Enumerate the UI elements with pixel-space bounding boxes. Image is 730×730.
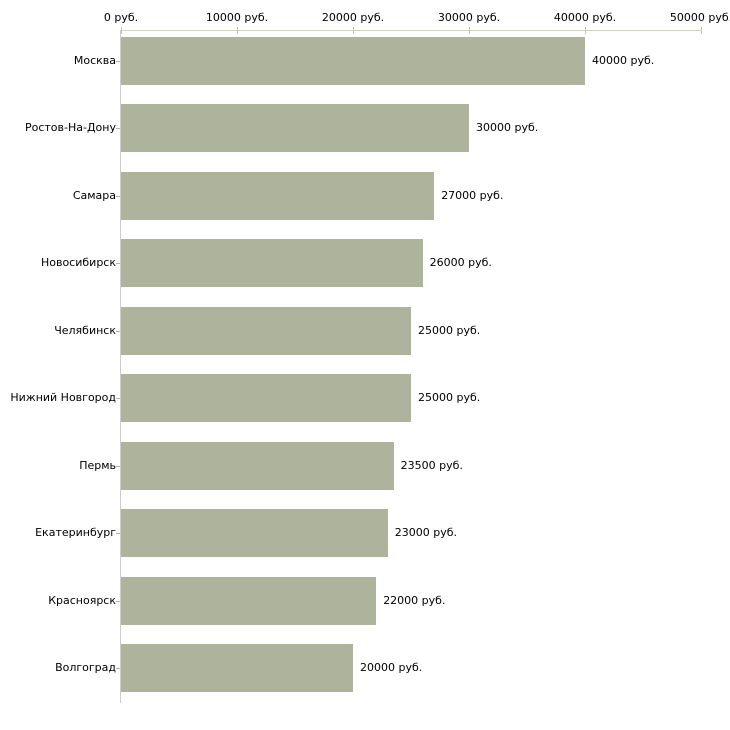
bar (121, 509, 388, 557)
value-label: 40000 руб. (592, 53, 655, 67)
value-label: 25000 руб. (418, 323, 481, 337)
value-label: 22000 руб. (383, 593, 446, 607)
category-label: Челябинск (54, 323, 116, 337)
category-label: Екатеринбург (35, 526, 116, 539)
value-label: 23000 руб. (394, 526, 458, 539)
value-label: 26000 руб. (429, 256, 492, 269)
bar (121, 306, 411, 355)
category-label: Новосибирск (40, 256, 116, 269)
bar (121, 374, 411, 422)
x-tick-label: 30000 руб. (437, 11, 501, 24)
category-label: Нижний Новгород (10, 391, 116, 404)
x-tick-label: 50000 руб. (669, 11, 730, 24)
y-tick-mark (116, 600, 120, 602)
x-tick-label: 20000 руб. (321, 11, 385, 24)
bar (121, 576, 377, 625)
y-tick-mark (116, 195, 120, 197)
y-axis-line (120, 30, 121, 703)
y-tick-mark (116, 263, 120, 264)
category-label: Москва (73, 53, 116, 67)
x-tick-label: 40000 руб. (553, 11, 617, 24)
bar (121, 171, 435, 220)
bar (121, 239, 423, 287)
y-tick-mark (116, 60, 120, 62)
bar (121, 36, 585, 85)
x-tick-label: 10000 руб. (205, 11, 269, 24)
x-tick-label: 0 руб. (103, 11, 139, 24)
value-label: 27000 руб. (441, 188, 504, 202)
category-label: Пермь (79, 458, 116, 472)
x-axis-line (121, 30, 702, 31)
category-label: Волгоград (55, 661, 116, 674)
value-label: 20000 руб. (360, 661, 423, 674)
category-label: Самара (72, 188, 116, 202)
bar (121, 104, 469, 152)
value-label: 23500 руб. (400, 458, 463, 472)
y-tick-mark (116, 533, 120, 534)
bar (121, 644, 353, 692)
y-tick-mark (116, 668, 120, 669)
bar (121, 441, 394, 490)
y-tick-mark (116, 398, 120, 399)
y-tick-mark (116, 330, 120, 332)
y-tick-mark (116, 128, 120, 129)
y-tick-mark (116, 465, 120, 467)
category-label: Ростов-На-Дону (24, 121, 116, 134)
category-label: Красноярск (48, 593, 116, 607)
value-label: 30000 руб. (476, 121, 539, 134)
value-label: 25000 руб. (418, 391, 481, 404)
